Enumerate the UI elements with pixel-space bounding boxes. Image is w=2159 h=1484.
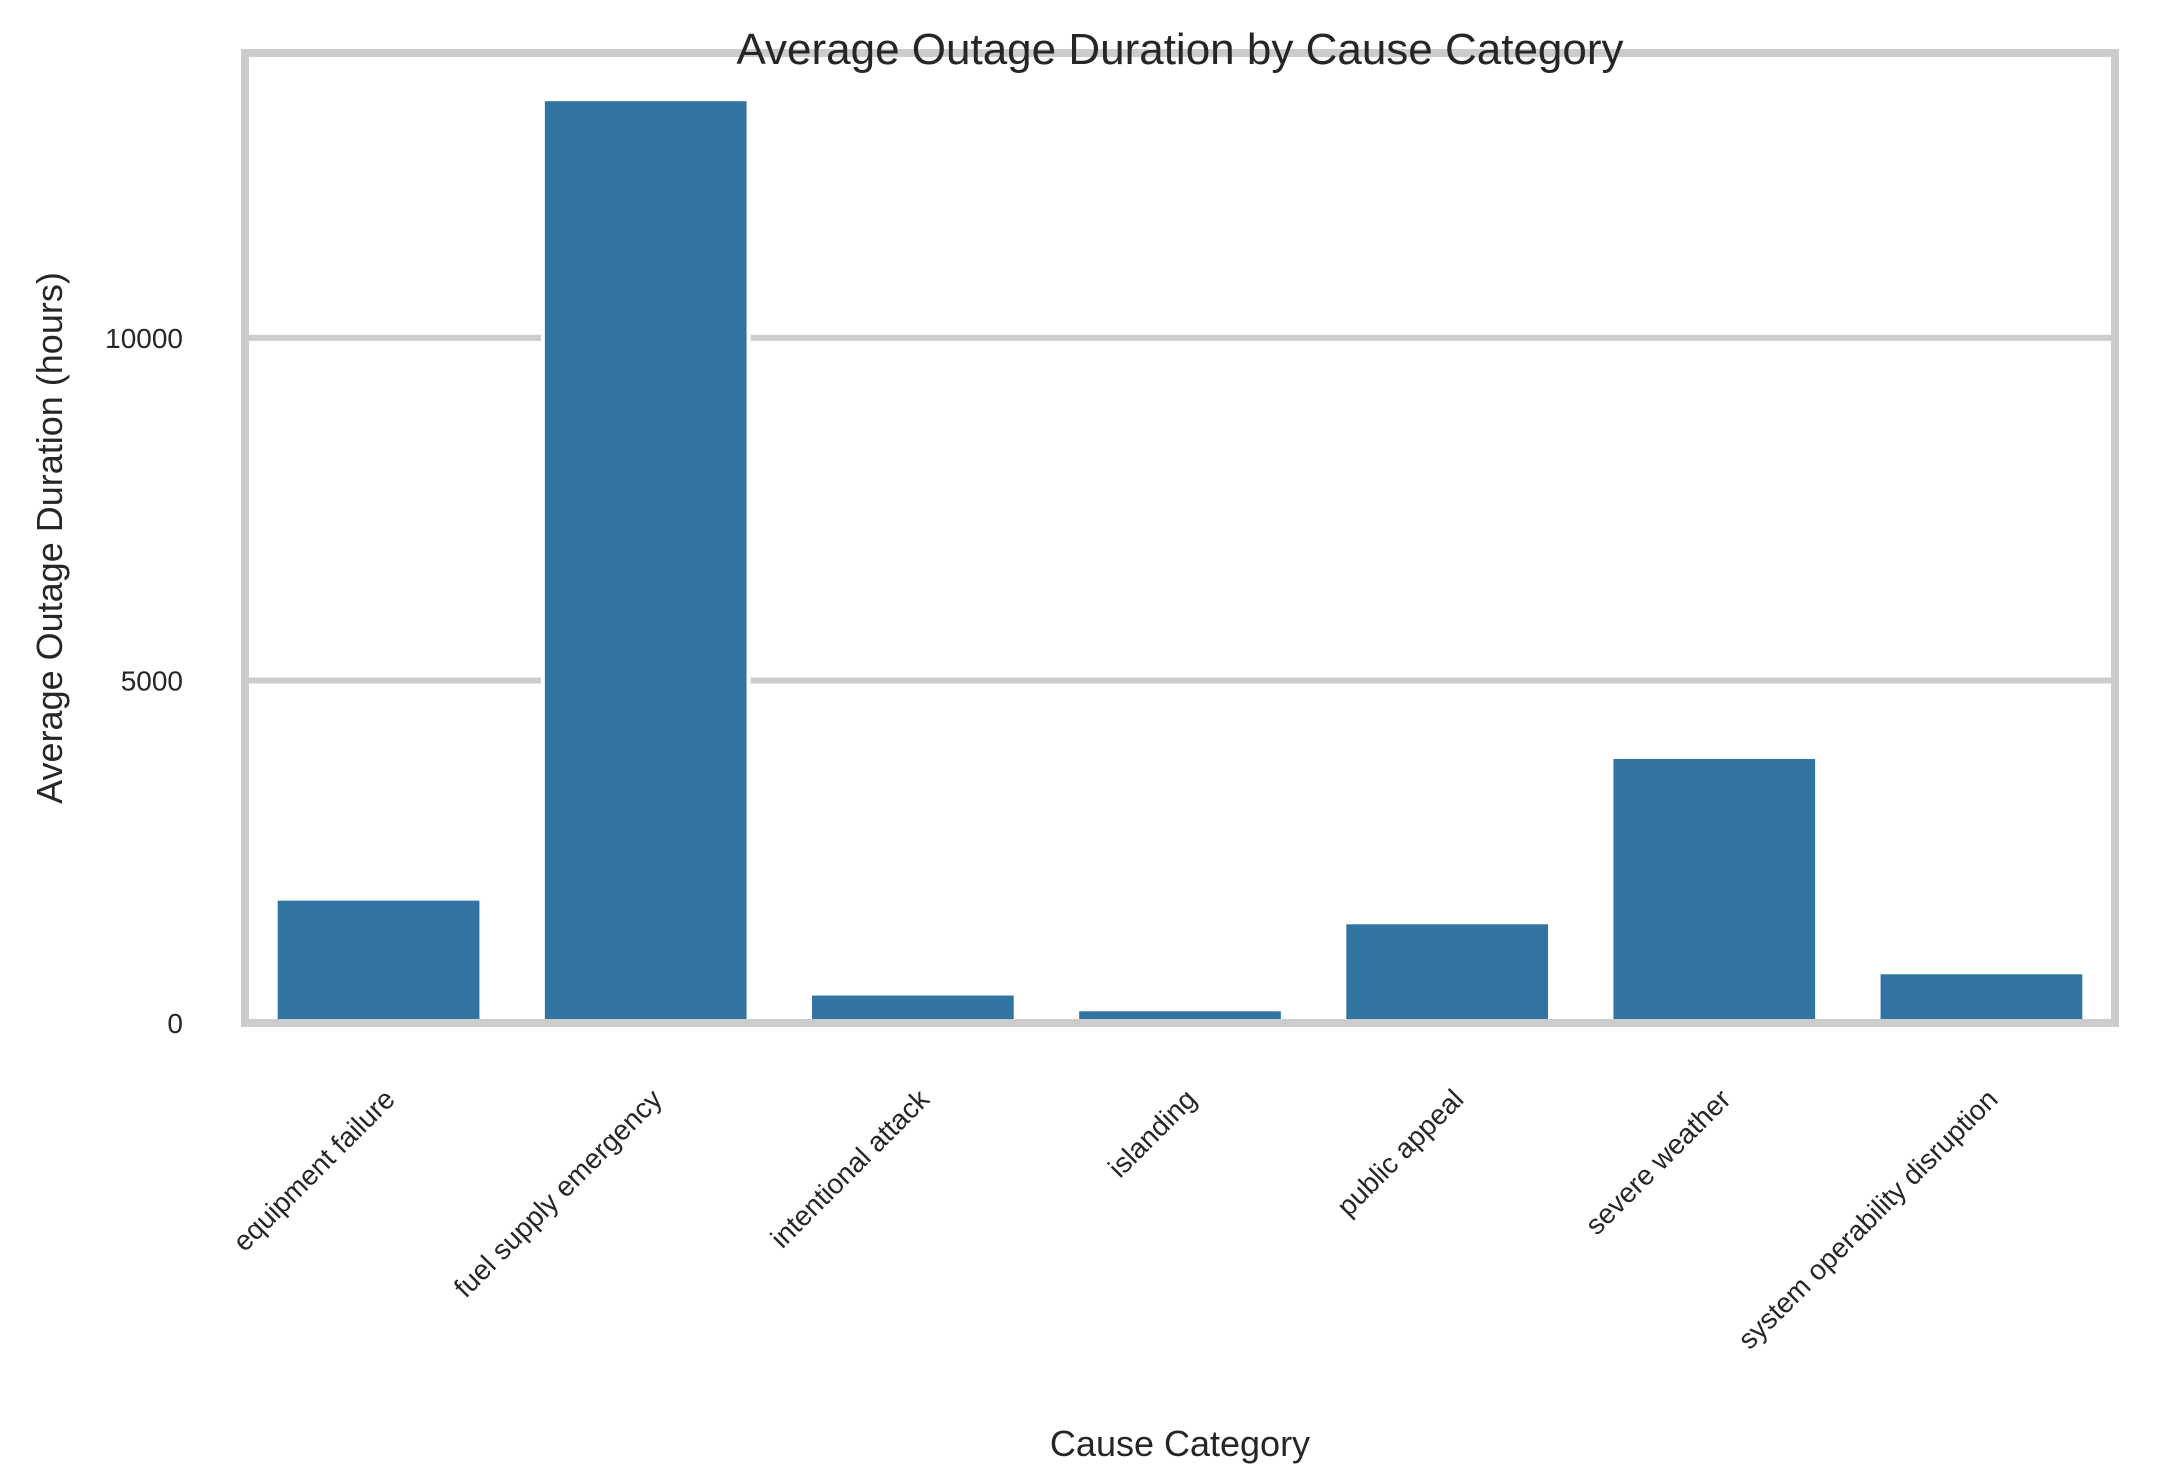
x-tick-label-system-operability-disruption: system operability disruption bbox=[1732, 1083, 2004, 1355]
bar-equipment-failure bbox=[273, 896, 484, 1025]
y-tick-label-5000: 5000 bbox=[121, 665, 183, 696]
x-tick-label-equipment-failure: equipment failure bbox=[227, 1083, 401, 1257]
bar-severe-weather bbox=[1609, 754, 1820, 1025]
chart-title: Average Outage Duration by Cause Categor… bbox=[736, 25, 1623, 74]
x-tick-label-public-appeal: public appeal bbox=[1331, 1083, 1470, 1222]
y-axis-label: Average Outage Duration (hours) bbox=[29, 272, 70, 804]
y-tick-labels: 0 5000 10000 bbox=[105, 323, 183, 1039]
bar-system-operability-disruption bbox=[1876, 970, 2087, 1025]
y-tick-label-0: 0 bbox=[167, 1008, 183, 1039]
x-axis-label: Cause Category bbox=[1050, 1423, 1310, 1464]
bar-intentional-attack bbox=[808, 991, 1018, 1025]
bar-public-appeal bbox=[1342, 920, 1552, 1025]
x-tick-label-islanding: islanding bbox=[1102, 1083, 1202, 1183]
x-tick-label-intentional-attack: intentional attack bbox=[765, 1083, 936, 1254]
bar-fuel-supply-emergency bbox=[540, 97, 751, 1025]
plot-frame bbox=[241, 49, 2119, 1027]
x-tick-labels: equipment failure fuel supply emergency in… bbox=[227, 1083, 2004, 1355]
x-tick-label-severe-weather: severe weather bbox=[1579, 1083, 1736, 1240]
gridlines bbox=[245, 334, 2115, 684]
bars bbox=[273, 97, 2087, 1025]
x-tick-label-fuel-supply-emergency: fuel supply emergency bbox=[448, 1083, 668, 1303]
y-tick-label-10000: 10000 bbox=[105, 323, 183, 354]
